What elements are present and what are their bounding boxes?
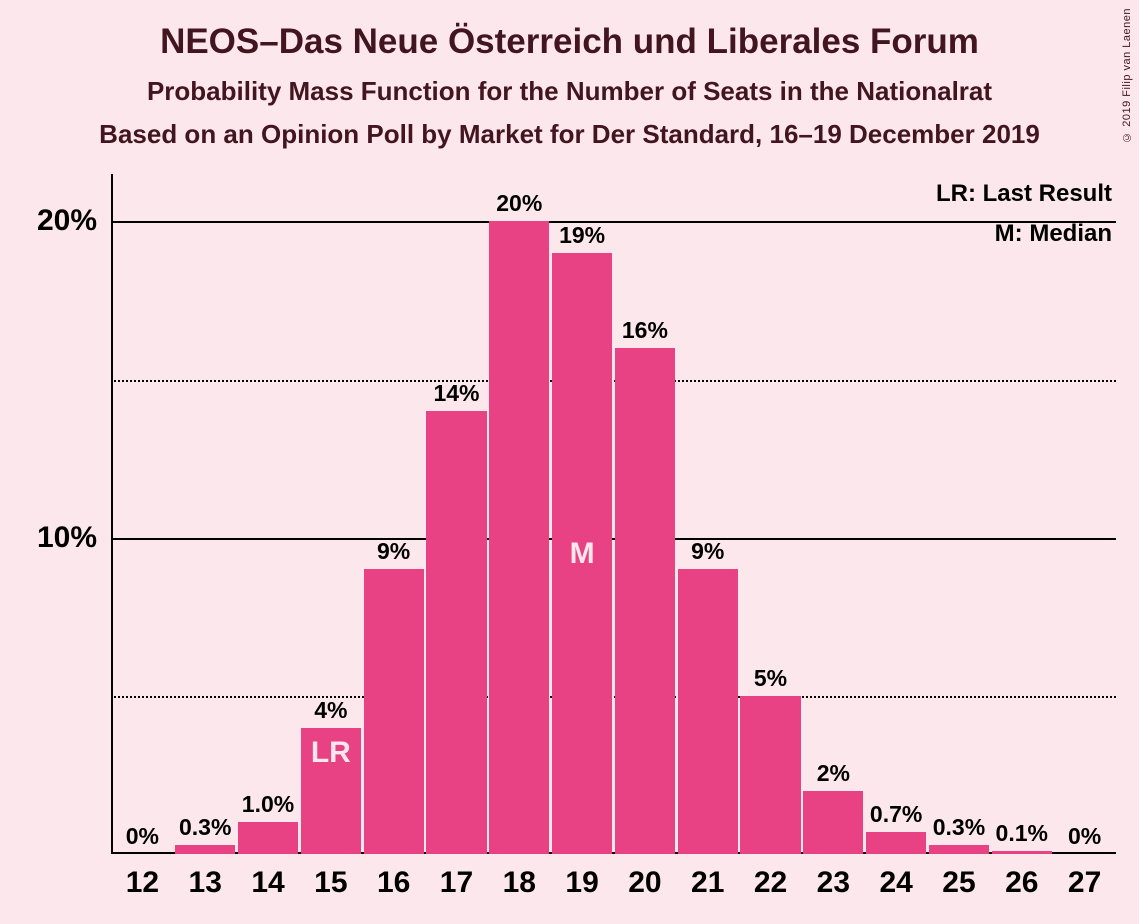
chart-subtitle-2: Based on an Opinion Poll by Market for D…	[0, 119, 1139, 150]
bar-value-label: 0.7%	[866, 801, 926, 828]
bar-value-label: 19%	[552, 222, 612, 249]
bar-value-label: 20%	[489, 190, 549, 217]
bar: 4%LR	[301, 728, 361, 855]
gridline	[111, 538, 1116, 540]
gridline	[111, 696, 1116, 698]
x-tick-label: 17	[425, 866, 488, 900]
x-tick-label: 24	[865, 866, 928, 900]
bar-value-label: 0%	[1054, 823, 1114, 850]
bar: 0.1%	[992, 851, 1052, 854]
bar-value-label: 2%	[803, 760, 863, 787]
bar-value-label: 14%	[426, 380, 486, 407]
x-tick-label: 15	[299, 866, 362, 900]
bar: 9%	[678, 569, 738, 854]
bar-value-label: 1.0%	[238, 791, 298, 818]
bar: 9%	[364, 569, 424, 854]
bar-value-label: 0.1%	[992, 820, 1052, 847]
last-result-marker: LR	[301, 736, 361, 770]
x-tick-label: 12	[111, 866, 174, 900]
bar: 19%M	[552, 253, 612, 854]
bar: 20%	[489, 221, 549, 854]
x-tick-label: 20	[614, 866, 677, 900]
x-tick-label: 21	[676, 866, 739, 900]
chart-subtitle-1: Probability Mass Function for the Number…	[0, 76, 1139, 107]
bar: 5%	[740, 696, 800, 854]
bar: 16%	[615, 348, 675, 854]
bar: 14%	[426, 411, 486, 854]
y-tick-label: 10%	[37, 521, 97, 555]
pmf-chart: NEOS–Das Neue Österreich und Liberales F…	[0, 0, 1139, 924]
legend-last-result: LR: Last Result	[936, 180, 1112, 208]
x-tick-label: 14	[237, 866, 300, 900]
median-marker: M	[552, 537, 612, 571]
bar-value-label: 5%	[740, 665, 800, 692]
x-tick-label: 13	[174, 866, 237, 900]
plot-area: 10%20%0%120.3%131.0%144%LR159%1614%1720%…	[111, 174, 1116, 854]
gridline	[111, 221, 1116, 223]
chart-title: NEOS–Das Neue Österreich und Liberales F…	[0, 0, 1139, 62]
x-tick-label: 16	[362, 866, 425, 900]
bar-value-label: 4%	[301, 697, 361, 724]
bar-value-label: 0.3%	[929, 814, 989, 841]
copyright-label: © 2019 Filip van Laenen	[1121, 8, 1133, 143]
legend-median: M: Median	[995, 220, 1112, 248]
y-axis	[111, 174, 113, 854]
gridline	[111, 380, 1116, 382]
bar-value-label: 16%	[615, 317, 675, 344]
bar-value-label: 9%	[678, 538, 738, 565]
bar-value-label: 0%	[112, 823, 172, 850]
bar: 0.3%	[175, 845, 235, 854]
x-tick-label: 25	[928, 866, 991, 900]
x-tick-label: 19	[551, 866, 614, 900]
x-tick-label: 27	[1053, 866, 1116, 900]
bar-value-label: 0.3%	[175, 814, 235, 841]
y-tick-label: 20%	[37, 204, 97, 238]
x-tick-label: 22	[739, 866, 802, 900]
x-tick-label: 23	[802, 866, 865, 900]
bar: 0.3%	[929, 845, 989, 854]
x-tick-label: 18	[488, 866, 551, 900]
bar: 2%	[803, 791, 863, 854]
bar-value-label: 9%	[364, 538, 424, 565]
bar: 1.0%	[238, 822, 298, 854]
x-tick-label: 26	[990, 866, 1053, 900]
bar: 0.7%	[866, 832, 926, 854]
